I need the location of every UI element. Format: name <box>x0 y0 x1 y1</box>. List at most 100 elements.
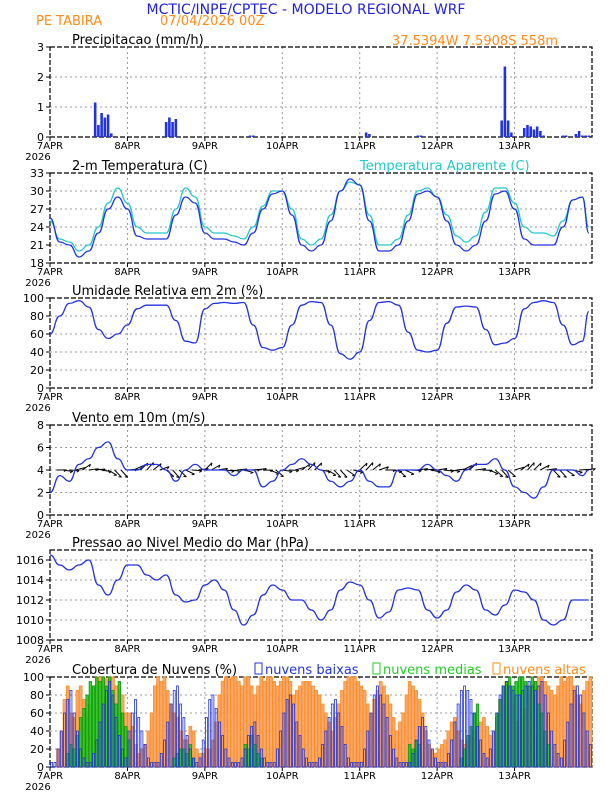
precip-bar <box>364 132 368 137</box>
y-tick-label: 100 <box>23 292 44 305</box>
y-tick-label: 2 <box>37 71 44 84</box>
wind-arrow-head <box>365 463 368 467</box>
low-cloud-bar <box>166 721 170 768</box>
wind-arrow <box>62 469 73 472</box>
low-cloud-bar <box>405 762 408 768</box>
low-cloud-bar <box>492 730 495 768</box>
high-cloud-bar <box>230 676 235 768</box>
low-cloud-bar <box>272 762 276 768</box>
apparent-temperature-line <box>49 181 590 252</box>
y-tick-label: 80 <box>30 310 44 323</box>
low-cloud-bar <box>327 717 331 768</box>
wind-arrow <box>81 463 91 471</box>
low-cloud-bar <box>521 690 525 768</box>
low-cloud-bar <box>563 739 566 768</box>
wind-arrow-head <box>539 462 542 466</box>
x-tick-label: 12APR <box>421 392 454 403</box>
y-tick-label: 20 <box>30 364 44 377</box>
y-tick-label: 60 <box>30 707 44 720</box>
x-tick-label: 10APR <box>266 519 299 530</box>
precip-bar <box>587 135 591 137</box>
x-tick-label: 12APR <box>421 267 454 278</box>
y-tick-label: 1016 <box>16 554 44 567</box>
high-cloud-bar <box>317 694 322 768</box>
wind-arrow-head <box>557 476 561 478</box>
low-cloud-bar <box>388 735 392 768</box>
x-tick-label: 8APR <box>114 519 140 530</box>
x-tick-label: 13APR <box>498 392 531 403</box>
pressure-panel: 1008 1010 1012 1014 1016 7APR 8APR 9APR 10APR 11A… <box>16 536 593 666</box>
x-tick-label: 7APR <box>37 644 63 655</box>
low-cloud-bar <box>179 703 183 768</box>
x-tick-label: 7APR <box>37 267 63 278</box>
y-tick-label: 2 <box>37 487 44 500</box>
wind-arrow-head <box>505 476 509 478</box>
wind-arrow <box>449 469 461 472</box>
wind-arrow <box>178 469 187 478</box>
low-cloud-bar <box>237 762 241 768</box>
apparent-temperature-legend: Temperatura Aparente (C) <box>359 159 530 174</box>
low-cloud-bar <box>256 735 260 768</box>
wind-arrow-head <box>437 471 441 474</box>
wind-arrow <box>269 469 279 475</box>
y-tick-label: 0 <box>37 382 44 395</box>
y-tick-label: 18 <box>30 257 44 270</box>
y-tick-label: 24 <box>30 221 44 234</box>
wind-arrow-head <box>527 463 530 468</box>
low-cloud-bar <box>134 699 137 768</box>
x-year-label: 2026 <box>25 530 50 541</box>
high-cloud-bar <box>311 685 315 768</box>
low-cloud-bar <box>214 708 218 768</box>
wind-arrow <box>107 469 117 476</box>
x-tick-label: 10APR <box>266 141 299 152</box>
high-cloud-bar <box>265 676 270 768</box>
wind-arrow-head <box>199 470 203 473</box>
precip-bar <box>110 133 113 137</box>
wind-arrow-head <box>344 476 348 478</box>
y-tick-label: 0 <box>37 131 44 144</box>
low-cloud-bar <box>182 717 186 768</box>
low-cloud-bar <box>572 690 576 768</box>
low-cloud-bar <box>447 753 450 768</box>
wind-arrow-head <box>289 471 293 474</box>
low-cloud-bar <box>247 735 250 768</box>
low-cloud-bar <box>479 739 483 768</box>
wind-arrow <box>540 464 550 471</box>
pressure-line <box>49 554 589 626</box>
wind-arrow <box>133 465 144 471</box>
high-cloud-bar <box>149 712 154 768</box>
x-year-label: 2026 <box>25 782 50 792</box>
wind-arrow <box>152 463 162 471</box>
high-cloud-bar <box>307 681 312 768</box>
precip-bar <box>535 126 539 137</box>
low-cloud-bar <box>298 735 302 768</box>
precip-bar <box>526 125 529 137</box>
low-cloud-bar <box>243 748 247 768</box>
low-cloud-bar <box>359 762 363 768</box>
x-tick-label: 7APR <box>37 519 63 530</box>
x-tick-label: 9APR <box>192 392 218 403</box>
wind-arrow-head <box>579 471 583 474</box>
x-tick-label: 9APR <box>192 771 218 782</box>
panel-frame <box>49 549 593 641</box>
x-tick-label: 8APR <box>114 644 140 655</box>
wind-arrow <box>378 466 389 471</box>
low-cloud-bar <box>208 699 212 768</box>
panel-title: 2-m Temperatura (C) <box>72 159 208 174</box>
low-cloud-bar <box>259 748 263 768</box>
y-tick-label: 40 <box>30 725 44 738</box>
panel-frame <box>49 424 593 516</box>
wind-arrow <box>275 469 284 477</box>
wind-arrow-head <box>218 464 221 468</box>
low-cloud-bar <box>250 726 254 768</box>
y-tick-label: 21 <box>30 239 44 252</box>
wind-arrow <box>120 469 129 478</box>
y-tick-label: 8 <box>37 419 44 432</box>
precip-bar <box>574 134 578 137</box>
wind-arrow-head <box>176 476 180 478</box>
panel-title: Umidade Relativa em 2m (%) <box>72 284 263 299</box>
wind-arrow <box>404 469 415 475</box>
low-cloud-bar <box>108 681 112 768</box>
precip-bar <box>542 135 545 137</box>
precip-bar <box>103 117 107 137</box>
